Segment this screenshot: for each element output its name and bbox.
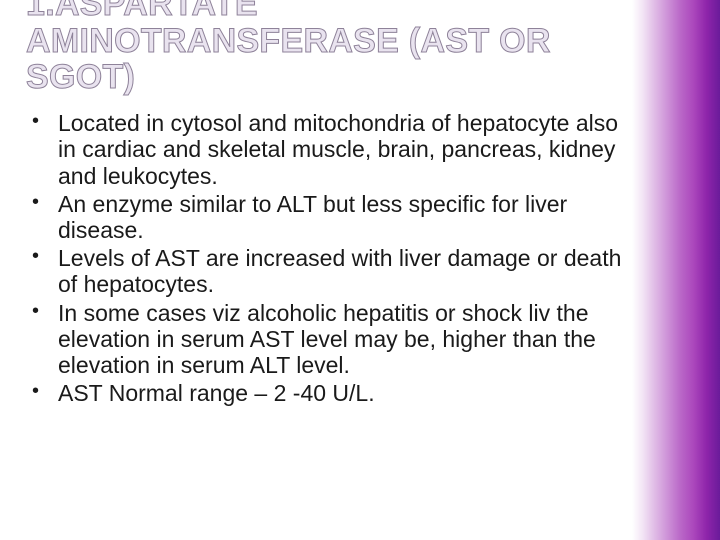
list-item: An enzyme similar to ALT but less specif…	[32, 191, 622, 243]
slide-title: 1.ASPARTATE AMINOTRANSFERASE (AST OR SGO…	[26, 0, 622, 96]
bullet-list: Located in cytosol and mitochondria of h…	[26, 110, 622, 406]
list-item: Located in cytosol and mitochondria of h…	[32, 110, 622, 189]
list-item: In some cases viz alcoholic hepatitis or…	[32, 300, 622, 379]
side-gradient-decoration	[632, 0, 720, 540]
list-item: AST Normal range – 2 -40 U/L.	[32, 380, 622, 406]
list-item: Levels of AST are increased with liver d…	[32, 245, 622, 297]
slide: 1.ASPARTATE AMINOTRANSFERASE (AST OR SGO…	[0, 0, 720, 540]
content-area: 1.ASPARTATE AMINOTRANSFERASE (AST OR SGO…	[0, 0, 632, 540]
